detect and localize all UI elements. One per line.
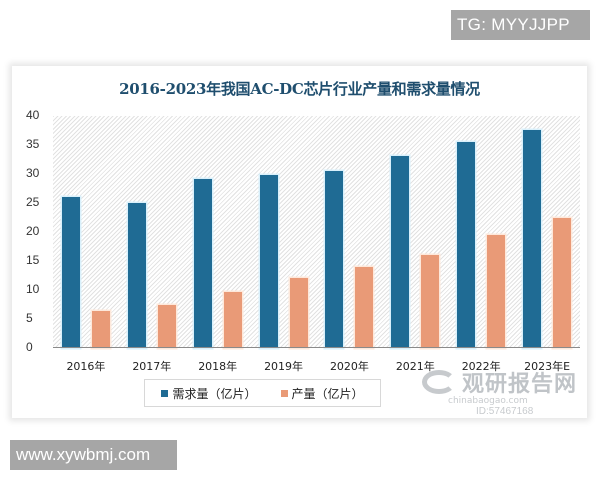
legend: 需求量（亿片） 产量（亿片）	[144, 379, 381, 407]
watermark-id: ID:57467168	[476, 406, 534, 417]
bar-demand	[457, 142, 476, 348]
legend-item-output: 产量（亿片）	[280, 385, 364, 402]
bar-demand	[391, 156, 410, 348]
bar-output	[157, 304, 176, 348]
bar-output	[91, 310, 110, 348]
x-tick-label: 2022年	[461, 360, 501, 373]
bar-output	[553, 218, 572, 348]
x-axis-line	[53, 347, 580, 348]
x-tick-label: 2020年	[329, 360, 369, 373]
y-tick-label: 25	[26, 195, 40, 209]
x-tick-label: 2016年	[66, 360, 106, 373]
watermark-title: 观研报告网	[462, 372, 578, 397]
demand-swatch-icon	[161, 389, 169, 397]
x-tick-label: 2018年	[198, 360, 238, 373]
legend-label-demand: 需求量（亿片）	[172, 386, 257, 401]
x-tick-label: 2017年	[132, 360, 172, 373]
site-watermark-badge: www.xywbmj.com	[10, 440, 177, 470]
plot-area	[53, 116, 580, 348]
chart-title: 2016-2023年我国AC-DC芯片行业产量和需求量情况	[119, 80, 480, 98]
bar-output	[355, 266, 374, 348]
y-tick-label: 30	[26, 166, 40, 180]
tg-watermark-badge: TG: MYYJJPP	[451, 10, 590, 40]
chart-card: 2016-2023年我国AC-DC芯片行业产量和需求量情况 需求量（亿片） 产量…	[12, 66, 587, 418]
x-tick-label: 2019年	[264, 360, 304, 373]
y-tick-label: 20	[26, 224, 40, 238]
guanyan-logo-icon	[422, 370, 456, 394]
bar-output	[223, 291, 242, 348]
y-tick-label: 5	[26, 311, 33, 325]
bar-demand	[193, 179, 212, 348]
bar-demand	[61, 197, 80, 348]
bar-output	[289, 278, 308, 348]
bar-demand	[259, 174, 278, 348]
legend-label-output: 产量（亿片）	[291, 386, 364, 401]
bar-demand	[325, 171, 344, 348]
bar-demand	[523, 129, 542, 348]
y-tick-label: 35	[26, 137, 40, 151]
x-tick-label: 2021年	[395, 360, 435, 373]
output-swatch-icon	[280, 389, 288, 397]
bar-demand	[127, 203, 146, 348]
y-tick-label: 40	[26, 108, 40, 122]
watermark-subtitle: chinabaogao.com	[448, 396, 528, 406]
y-tick-label: 15	[26, 253, 40, 267]
bar-output	[487, 234, 506, 348]
bar-output	[421, 255, 440, 348]
x-tick-label: 2023年E	[524, 360, 571, 373]
guanyan-watermark: 观研报告网 chinabaogao.com ID:57467168	[418, 368, 588, 418]
y-tick-label: 10	[26, 282, 40, 296]
legend-item-demand: 需求量（亿片）	[161, 385, 257, 402]
y-tick-label: 0	[26, 340, 33, 354]
